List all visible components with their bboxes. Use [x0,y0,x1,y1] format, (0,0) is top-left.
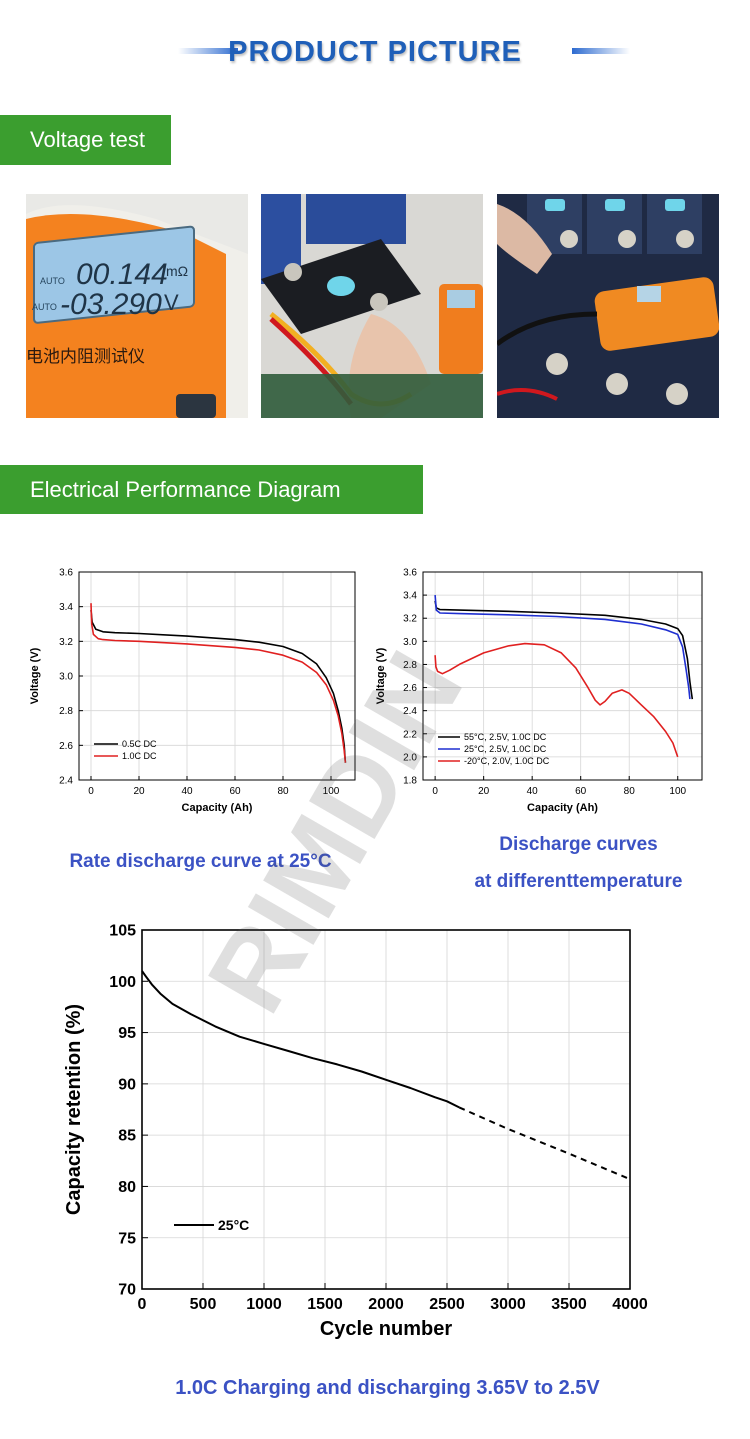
caption-rate-discharge: Rate discharge curve at 25°C [69,851,332,872]
meter-closeup-image: AUTO 00.144 mΩ AUTO -03.290 V 电池内阻测试仪 [26,194,248,418]
series-line-1 [90,610,347,763]
temperature-discharge-chart: 0 20 40 60 80 100 1.8 2.0 2.2 2.4 2.6 2.8 3.0 3.2 3.4 3… [375,568,703,814]
meter-brand-text: 电池内阻测试仪 [26,347,145,366]
y-tick-label: 90 [118,1076,136,1093]
x-tick-label: 20 [478,786,490,797]
y-tick-label: 2.6 [59,741,73,752]
x-tick-label: 0 [432,786,438,797]
x-tick-label: 4000 [612,1296,648,1313]
x-axis-label: Cycle number [320,1318,452,1340]
battery-array-image [497,194,719,418]
section-banner-voltage-test: Voltage test [0,115,171,165]
photo-battery-probe [261,194,483,418]
x-tick-label: 60 [229,786,241,797]
x-tick-label: 3000 [490,1296,526,1313]
series-line-1 [434,600,694,700]
legend-label: -20°C, 2.0V, 1.0C DC [464,756,550,766]
x-axis-label: Capacity (Ah) [527,802,598,814]
legend-label: 25°C [218,1217,249,1233]
title-decoration-left [178,48,238,54]
x-tick-label: 40 [527,786,539,797]
x-tick-label: 100 [323,786,340,797]
legend-label: 1.0C DC [122,751,157,761]
x-tick-label: 20 [133,786,145,797]
series-line-2 [434,595,691,700]
y-tick-label: 2.6 [403,683,417,694]
x-tick-label: 3500 [551,1296,587,1313]
x-tick-label: 2500 [429,1296,465,1313]
x-tick-label: 1000 [246,1296,282,1313]
meter-unit-1: mΩ [166,263,188,279]
caption-cycle: 1.0C Charging and discharging 3.65V to 2… [175,1377,600,1399]
x-tick-label: 1500 [307,1296,343,1313]
y-tick-label: 95 [118,1025,136,1042]
series-line-1 [141,970,460,1109]
meter-auto-label-2: AUTO [32,302,57,312]
x-tick-label: 0 [88,786,94,797]
meter-unit-2: V [164,290,179,315]
section-banner-electrical-performance: Electrical Performance Diagram [0,465,423,514]
series-line-2 [458,1106,631,1181]
legend-label: 55°C, 2.5V, 1.0C DC [464,732,547,742]
y-tick-label: 2.8 [403,660,417,671]
caption-discharge-temp-line2: at differenttemperature [474,871,683,892]
y-tick-label: 3.6 [59,568,73,579]
legend-label: 0.5C DC [122,739,157,749]
y-tick-label: 2.4 [59,776,73,787]
y-tick-label: 105 [109,923,136,940]
meter-reading-2: -03.290 [60,288,162,321]
y-tick-label: 3.0 [403,637,417,648]
y-tick-label: 100 [109,974,136,991]
x-tick-label: 80 [624,786,636,797]
section-title-electrical-performance: Electrical Performance Diagram [30,476,341,502]
title-decoration-right [572,48,630,54]
y-tick-label: 3.4 [59,602,73,613]
series-line-3 [434,642,679,758]
x-tick-label: 0 [138,1296,147,1313]
y-tick-label: 2.2 [403,729,417,740]
x-tick-label: 2000 [368,1296,404,1313]
y-axis-label: Voltage (V) [29,647,41,704]
photo-battery-array [497,194,719,418]
x-tick-label: 40 [181,786,193,797]
photo-meter-closeup: AUTO 00.144 mΩ AUTO -03.290 V 电池内阻测试仪 [26,194,248,418]
y-tick-label: 2.0 [403,752,417,763]
y-tick-label: 3.2 [403,614,417,625]
series-line-2 [90,603,347,763]
y-tick-label: 3.0 [59,672,73,683]
section-title-voltage-test: Voltage test [30,127,145,152]
y-tick-label: 2.8 [59,706,73,717]
cycle-life-chart: 0 500 1000 1500 2000 2500 3000 3500 4000 70 75 80 85… [63,923,648,1340]
y-tick-label: 1.8 [403,776,417,787]
x-tick-label: 60 [575,786,587,797]
y-tick-label: 80 [118,1179,136,1196]
y-axis-label: Voltage (V) [375,647,387,704]
caption-discharge-temp-line1: Discharge curves [499,834,658,855]
y-tick-label: 2.4 [403,706,417,717]
y-tick-label: 3.4 [403,591,417,602]
x-tick-label: 100 [669,786,686,797]
rate-discharge-chart: 0 20 40 60 80 100 2.4 2.6 2.8 3.0 3.2 3.4 3.6 Capacit… [29,568,356,814]
x-tick-label: 80 [277,786,289,797]
plot-frame [422,571,703,781]
x-axis-label: Capacity (Ah) [182,802,253,814]
y-tick-label: 75 [118,1230,136,1247]
meter-auto-label-1: AUTO [40,276,65,286]
y-tick-label: 3.2 [59,637,73,648]
battery-probe-image [261,194,483,418]
y-tick-label: 70 [118,1282,136,1299]
meter-reading-1: 00.144 [76,258,168,291]
page-title: PRODUCT PICTURE [228,36,522,68]
legend-label: 25°C, 2.5V, 1.0C DC [464,744,547,754]
x-tick-label: 500 [190,1296,217,1313]
y-tick-label: 85 [118,1128,136,1145]
y-axis-label: Capacity retention (%) [63,1004,85,1215]
y-tick-label: 3.6 [403,568,417,579]
